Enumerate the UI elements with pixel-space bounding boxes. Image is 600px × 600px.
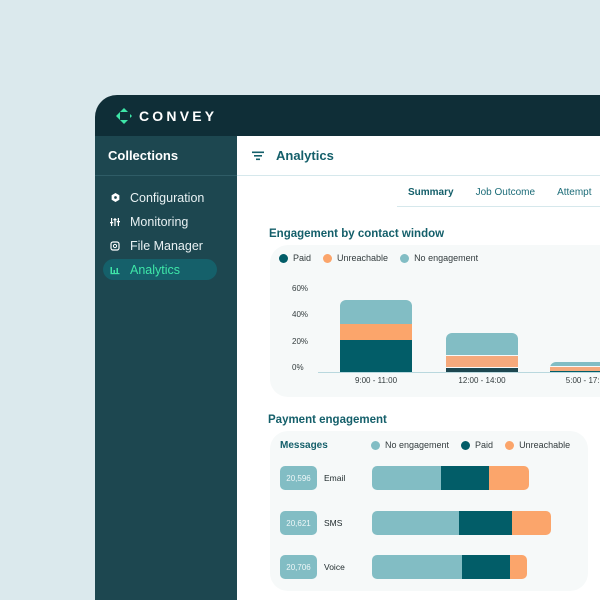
y-tick: 40% bbox=[292, 310, 309, 319]
bar-12-14 bbox=[446, 333, 518, 372]
bar-segment-paid bbox=[550, 371, 600, 372]
bar-segment-no-engagement bbox=[550, 362, 600, 366]
legend-item-no-engagement: No engagement bbox=[400, 253, 478, 263]
x-axis-line bbox=[318, 372, 600, 373]
bar-segment-unreachable bbox=[340, 324, 412, 340]
sidebar-item-label: File Manager bbox=[130, 238, 203, 253]
channel-label: Email bbox=[324, 473, 346, 483]
tab-job-outcome[interactable]: Job Outcome bbox=[475, 187, 536, 198]
channel-row-sms: 20,621 SMS bbox=[270, 511, 588, 535]
channel-label: Voice bbox=[324, 562, 345, 572]
bar-chart-icon bbox=[110, 265, 120, 275]
sidebar-title: Collections bbox=[95, 136, 237, 176]
payment-chart-card: Messages No engagement Paid Unreachable … bbox=[270, 431, 588, 591]
stacked-bar-email bbox=[372, 466, 529, 490]
legend-item-paid: Paid bbox=[279, 253, 311, 263]
channel-row-voice: 20,706 Voice bbox=[270, 555, 588, 579]
channel-label: SMS bbox=[324, 518, 343, 528]
legend-item-no-engagement: No engagement bbox=[371, 440, 449, 450]
page-title: Analytics bbox=[276, 148, 334, 163]
stacked-bar-voice bbox=[372, 555, 527, 579]
bar-segment-paid bbox=[446, 368, 518, 372]
y-tick: 20% bbox=[292, 337, 309, 346]
bar-segment-no-engagement bbox=[372, 555, 462, 579]
x-label: 12:00 - 14:00 bbox=[458, 376, 506, 385]
page-header: Analytics bbox=[237, 136, 600, 176]
sidebar-item-label: Analytics bbox=[130, 262, 181, 277]
main-content: Analytics Summary Job Outcome Attempt En… bbox=[237, 136, 600, 600]
unreachable-dot-icon bbox=[505, 440, 515, 450]
tab-summary[interactable]: Summary bbox=[408, 187, 454, 198]
sidebar-nav: Configuration Monitoring File Manager An… bbox=[95, 176, 237, 280]
engagement-chart-card: Paid Unreachable No engagement 60% 40% 2… bbox=[270, 245, 600, 397]
no-engagement-dot-icon bbox=[400, 253, 410, 263]
top-bar: CONVEY bbox=[95, 95, 600, 136]
bar-9-11 bbox=[340, 300, 412, 372]
bar-segment-paid bbox=[462, 555, 510, 579]
bar-segment-unreachable bbox=[510, 555, 527, 579]
engagement-section-title: Engagement by contact window bbox=[269, 228, 445, 240]
bar-segment-unreachable bbox=[550, 367, 600, 371]
folder-icon bbox=[110, 240, 120, 251]
payment-section-title: Payment engagement bbox=[268, 414, 387, 426]
paid-dot-icon bbox=[461, 440, 471, 450]
count-badge: 20,596 bbox=[280, 466, 317, 490]
engagement-legend: Paid Unreachable No engagement bbox=[279, 253, 490, 263]
bar-segment-unreachable bbox=[446, 356, 518, 367]
bar-segment-paid bbox=[441, 466, 489, 490]
tab-attempt[interactable]: Attempt bbox=[557, 187, 592, 198]
bar-5-17 bbox=[550, 362, 600, 372]
count-badge: 20,621 bbox=[280, 511, 317, 535]
bar-segment-unreachable bbox=[489, 466, 529, 490]
diamond-arrows-icon bbox=[115, 107, 133, 125]
bar-segment-unreachable bbox=[512, 511, 551, 535]
stacked-bar-sms bbox=[372, 511, 551, 535]
tab-bar: Summary Job Outcome Attempt bbox=[397, 183, 600, 207]
y-tick: 0% bbox=[292, 363, 304, 372]
bar-segment-paid bbox=[340, 340, 412, 372]
sidebar-item-monitoring[interactable]: Monitoring bbox=[103, 211, 217, 232]
legend-item-unreachable: Unreachable bbox=[505, 440, 570, 450]
payment-legend: No engagement Paid Unreachable bbox=[371, 440, 582, 450]
sidebar-item-configuration[interactable]: Configuration bbox=[103, 187, 217, 208]
x-label: 5:00 - 17:... bbox=[565, 376, 600, 385]
sidebar: Collections Configuration Monitoring Fil… bbox=[95, 136, 237, 600]
filter-icon[interactable] bbox=[252, 151, 264, 161]
logo-text: CONVEY bbox=[139, 107, 218, 124]
sidebar-item-label: Configuration bbox=[130, 190, 205, 205]
no-engagement-dot-icon bbox=[371, 440, 380, 450]
count-badge: 20,706 bbox=[280, 555, 317, 579]
sidebar-item-label: Monitoring bbox=[130, 214, 189, 229]
sliders-icon bbox=[110, 217, 120, 227]
sidebar-item-analytics[interactable]: Analytics bbox=[103, 259, 217, 280]
x-label: 9:00 - 11:00 bbox=[354, 376, 398, 385]
bar-segment-paid bbox=[459, 511, 512, 535]
bar-segment-no-engagement bbox=[446, 333, 518, 355]
bar-segment-no-engagement bbox=[372, 511, 459, 535]
y-tick: 60% bbox=[292, 284, 309, 293]
channel-row-email: 20,596 Email bbox=[270, 466, 588, 490]
messages-label: Messages bbox=[280, 440, 328, 451]
legend-item-unreachable: Unreachable bbox=[323, 253, 388, 263]
bar-segment-no-engagement bbox=[372, 466, 441, 490]
unreachable-dot-icon bbox=[323, 253, 333, 263]
gear-icon bbox=[110, 193, 120, 203]
app-window: CONVEY Collections Configuration Monitor… bbox=[95, 95, 600, 600]
paid-dot-icon bbox=[279, 253, 288, 263]
legend-item-paid: Paid bbox=[461, 440, 493, 450]
sidebar-item-file-manager[interactable]: File Manager bbox=[103, 235, 217, 256]
bar-segment-no-engagement bbox=[340, 300, 412, 324]
